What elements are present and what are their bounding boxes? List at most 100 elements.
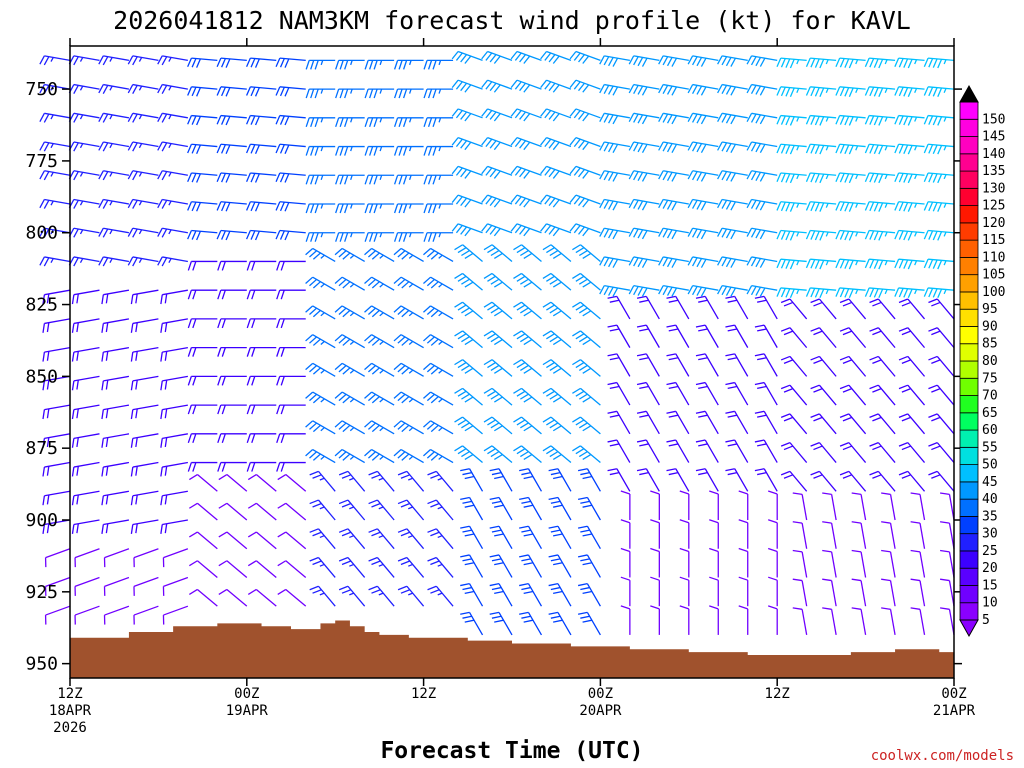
wind-barb xyxy=(572,387,601,406)
wind-barb-flag xyxy=(246,347,251,357)
wind-barb xyxy=(368,585,395,607)
wind-barb xyxy=(217,375,247,386)
wind-barb xyxy=(810,327,837,349)
wind-barb xyxy=(364,362,395,377)
wind-barb-flag xyxy=(161,56,168,66)
wind-barb xyxy=(695,295,719,320)
wind-barb-flag xyxy=(759,258,766,268)
wind-barb-flag xyxy=(284,58,290,68)
wind-barb-flag xyxy=(102,257,109,267)
wind-barb-flag xyxy=(312,453,321,461)
wind-barb-half-flag xyxy=(79,258,84,263)
wind-barb-flag xyxy=(216,230,222,240)
wind-barb xyxy=(338,470,366,492)
wind-barb xyxy=(923,57,955,69)
wind-barb-flag xyxy=(725,439,735,443)
wind-barb-flag xyxy=(662,199,669,209)
wind-barb-flag xyxy=(937,260,943,270)
wind-barb-flag xyxy=(937,87,943,97)
wind-barb-flag xyxy=(457,275,467,282)
wind-barb-flag xyxy=(98,112,104,122)
wind-barb-flag xyxy=(695,295,706,299)
wind-barb xyxy=(869,298,896,320)
wind-barb-flag xyxy=(284,144,290,155)
colorbar-label: 75 xyxy=(982,371,998,386)
wind-barb-flag xyxy=(218,474,228,481)
wind-barb-flag xyxy=(460,169,468,178)
wind-barb-flag xyxy=(196,173,201,183)
wind-barb-flag xyxy=(430,453,439,461)
wind-barb-flag xyxy=(810,201,816,212)
wind-barb-flag xyxy=(569,137,577,146)
wind-barb xyxy=(451,108,483,122)
wind-barb-staff xyxy=(830,609,837,636)
wind-barb-flag xyxy=(98,55,104,65)
wind-barb-flag xyxy=(819,288,825,299)
wind-barb xyxy=(894,86,925,97)
wind-barb-flag xyxy=(454,330,463,337)
wind-barb-flag xyxy=(819,231,825,241)
wind-barb-flag xyxy=(489,583,500,587)
wind-barb-flag xyxy=(494,562,504,566)
wind-barb-flag xyxy=(338,278,347,287)
wind-barb-flag xyxy=(894,115,900,125)
wind-barb-flag xyxy=(721,113,728,123)
wind-barb-flag xyxy=(658,285,664,295)
wind-barb-flag xyxy=(521,472,531,476)
wind-barb-flag xyxy=(844,288,850,298)
wind-barb-flag xyxy=(633,85,639,95)
wind-barb xyxy=(157,83,188,95)
credit-link[interactable]: coolwx.com/models xyxy=(871,748,1014,764)
wind-barb-flag xyxy=(552,367,562,374)
wind-barb xyxy=(666,468,690,492)
wind-barb-flag xyxy=(432,117,437,128)
wind-barb xyxy=(216,229,247,241)
wind-barb-flag xyxy=(42,409,46,420)
wind-barb xyxy=(460,525,484,550)
wind-barb xyxy=(364,391,395,406)
wind-barb xyxy=(309,499,336,521)
wind-barb-flag xyxy=(725,143,732,153)
wind-barb xyxy=(805,86,837,97)
wind-barb-flag xyxy=(864,172,870,182)
wind-barb-staff xyxy=(196,588,218,607)
wind-barb xyxy=(423,391,454,406)
wind-barb xyxy=(335,59,365,70)
wind-barb-flag xyxy=(789,231,795,241)
wind-barb-flag xyxy=(135,466,138,476)
wind-barb-half-flag xyxy=(320,369,325,374)
wind-barb-flag xyxy=(217,462,222,472)
wind-barb-flag xyxy=(658,199,664,209)
wind-barb xyxy=(628,198,660,211)
wind-barb-flag xyxy=(462,615,472,619)
wind-barb xyxy=(217,404,247,415)
wind-barb-flag xyxy=(898,470,909,476)
wind-barb-flag xyxy=(780,384,791,390)
wind-barb-flag xyxy=(464,141,472,151)
wind-barb-flag xyxy=(569,108,577,117)
wind-barb-flag xyxy=(520,307,529,314)
wind-barb-flag xyxy=(695,381,706,386)
wind-barb-flag xyxy=(789,173,795,184)
wind-barb-flag xyxy=(650,490,660,495)
wind-barb xyxy=(510,108,542,122)
wind-barb-flag xyxy=(464,281,474,288)
wind-barb-flag xyxy=(844,87,850,97)
wind-barb xyxy=(275,114,306,126)
wind-barb-flag xyxy=(225,58,231,68)
wind-barb-flag xyxy=(582,55,590,64)
wind-barb-flag xyxy=(314,88,319,99)
wind-barb-flag xyxy=(71,466,75,477)
wind-barb xyxy=(364,117,395,128)
wind-barb xyxy=(666,353,690,377)
wind-barb-flag xyxy=(339,146,344,156)
wind-barb-flag xyxy=(101,323,104,333)
wind-barb-flag xyxy=(848,145,854,155)
wind-barb-flag xyxy=(520,364,529,371)
colorbar-swatch xyxy=(959,464,979,483)
wind-barb xyxy=(910,549,926,578)
wind-barb-flag xyxy=(780,115,786,125)
wind-barb-flag xyxy=(844,259,850,269)
wind-barb-flag xyxy=(218,588,228,595)
wind-barb-flag xyxy=(696,200,703,210)
